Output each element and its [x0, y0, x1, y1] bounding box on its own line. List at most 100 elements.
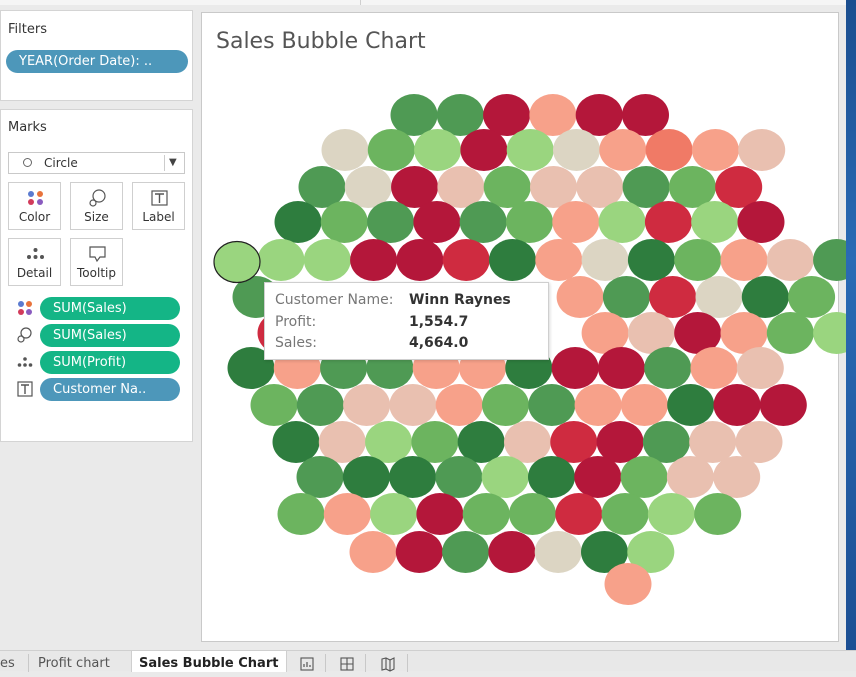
- filter-year-order-date-pill[interactable]: YEAR(Order Date): ..: [6, 50, 188, 73]
- bubble-mark[interactable]: [713, 456, 761, 498]
- bubble-mark[interactable]: [483, 94, 531, 136]
- bubble-mark[interactable]: [506, 129, 554, 171]
- bubble-mark[interactable]: [813, 239, 856, 281]
- bubble-mark[interactable]: [416, 493, 464, 535]
- bubble-mark[interactable]: [344, 166, 392, 208]
- bubble-mark[interactable]: [350, 239, 398, 281]
- field-pill-label-customer-name[interactable]: Customer Na..: [40, 378, 180, 401]
- bubble-mark[interactable]: [323, 493, 371, 535]
- bubble-mark[interactable]: [602, 276, 650, 318]
- bubble-mark[interactable]: [599, 129, 647, 171]
- bubble-mark[interactable]: [509, 493, 556, 535]
- bubble-mark[interactable]: [596, 421, 644, 463]
- bubble-mark[interactable]: [296, 384, 344, 426]
- bubble-mark[interactable]: [481, 456, 529, 498]
- bubble-mark[interactable]: [597, 347, 645, 389]
- bubble-mark[interactable]: [627, 531, 675, 573]
- bubble-mark[interactable]: [759, 384, 807, 426]
- bubble-mark[interactable]: [318, 421, 366, 463]
- bubble-mark[interactable]: [535, 239, 583, 281]
- bubble-mark[interactable]: [389, 456, 437, 498]
- new-worksheet-icon[interactable]: [293, 654, 323, 672]
- bubble-mark[interactable]: [370, 493, 418, 535]
- size-button[interactable]: Size: [70, 182, 123, 230]
- bubble-mark[interactable]: [713, 384, 761, 426]
- bubble-mark[interactable]: [766, 312, 814, 354]
- bubble-mark[interactable]: [482, 384, 529, 426]
- bubble-mark[interactable]: [411, 421, 459, 463]
- bubble-mark[interactable]: [622, 94, 669, 136]
- bubble-mark[interactable]: [735, 421, 783, 463]
- bubble-mark[interactable]: [604, 563, 652, 605]
- bubble-mark[interactable]: [413, 201, 461, 243]
- bubble-mark[interactable]: [528, 384, 576, 426]
- new-story-icon[interactable]: [374, 654, 404, 672]
- bubble-mark[interactable]: [813, 312, 856, 354]
- bubble-mark[interactable]: [320, 201, 368, 243]
- bubble-mark[interactable]: [736, 347, 784, 389]
- bubble-mark[interactable]: [272, 421, 320, 463]
- field-pill-color-sum-sales[interactable]: SUM(Sales): [40, 297, 180, 320]
- bubble-mark[interactable]: [690, 347, 738, 389]
- bubble-mark[interactable]: [349, 531, 397, 573]
- bubble-mark[interactable]: [395, 531, 443, 573]
- bubble-mark[interactable]: [227, 347, 275, 389]
- bubble-mark[interactable]: [555, 493, 603, 535]
- bubble-mark[interactable]: [551, 347, 599, 389]
- bubble-mark[interactable]: [691, 129, 739, 171]
- mark-type-dropdown[interactable]: Circle ▼: [8, 152, 185, 174]
- bubble-mark[interactable]: [627, 312, 675, 354]
- bubble-mark[interactable]: [737, 201, 785, 243]
- bubble-mark[interactable]: [627, 239, 675, 281]
- bubble-mark[interactable]: [788, 276, 836, 318]
- bubble-mark[interactable]: [694, 493, 742, 535]
- bubble-mark[interactable]: [552, 201, 600, 243]
- bubble-mark[interactable]: [666, 456, 714, 498]
- bubble-mark[interactable]: [296, 456, 344, 498]
- bubble-mark[interactable]: [581, 531, 628, 573]
- bubble-mark[interactable]: [396, 239, 444, 281]
- bubble-mark[interactable]: [321, 129, 369, 171]
- bubble-mark[interactable]: [506, 201, 553, 243]
- bubble-mark[interactable]: [601, 493, 649, 535]
- bubble-mark[interactable]: [460, 129, 508, 171]
- bubble-mark[interactable]: [667, 384, 715, 426]
- bubble-mark[interactable]: [574, 456, 622, 498]
- bubble-mark[interactable]: [691, 201, 739, 243]
- bubble-mark[interactable]: [550, 421, 598, 463]
- bubble-mark[interactable]: [277, 493, 325, 535]
- bubble-mark[interactable]: [534, 531, 582, 573]
- bubble-mark[interactable]: [342, 456, 390, 498]
- color-button[interactable]: Color: [8, 182, 61, 230]
- bubble-mark[interactable]: [529, 94, 577, 136]
- bubble-mark[interactable]: [483, 166, 531, 208]
- field-pill-detail-sum-profit[interactable]: SUM(Profit): [40, 351, 180, 374]
- bubble-mark[interactable]: [689, 421, 737, 463]
- bubble-mark[interactable]: [556, 276, 604, 318]
- bubble-mark[interactable]: [674, 239, 722, 281]
- bubble-mark[interactable]: [391, 166, 439, 208]
- bubble-mark[interactable]: [442, 531, 490, 573]
- bubble-mark[interactable]: [622, 166, 670, 208]
- bubble-mark[interactable]: [695, 276, 743, 318]
- bubble-mark[interactable]: [367, 129, 415, 171]
- bubble-mark[interactable]: [457, 421, 505, 463]
- bubble-mark[interactable]: [435, 384, 483, 426]
- bubble-mark[interactable]: [367, 201, 415, 243]
- bubble-mark[interactable]: [645, 129, 693, 171]
- bubble-mark[interactable]: [575, 94, 623, 136]
- bubble-mark[interactable]: [365, 421, 413, 463]
- bubble-mark[interactable]: [462, 493, 510, 535]
- bubble-mark[interactable]: [343, 384, 391, 426]
- bubble-mark[interactable]: [674, 312, 722, 354]
- bubble-mark[interactable]: [581, 312, 629, 354]
- bubble-mark[interactable]: [390, 94, 438, 136]
- label-button[interactable]: Label: [132, 182, 185, 230]
- bubble-mark[interactable]: [738, 129, 786, 171]
- bubble-mark[interactable]: [435, 456, 483, 498]
- bubble-mark[interactable]: [528, 456, 575, 498]
- bubble-mark[interactable]: [504, 421, 551, 463]
- field-pill-size-sum-sales[interactable]: SUM(Sales): [40, 324, 180, 347]
- bubble-mark[interactable]: [644, 201, 692, 243]
- bubble-mark[interactable]: [642, 421, 690, 463]
